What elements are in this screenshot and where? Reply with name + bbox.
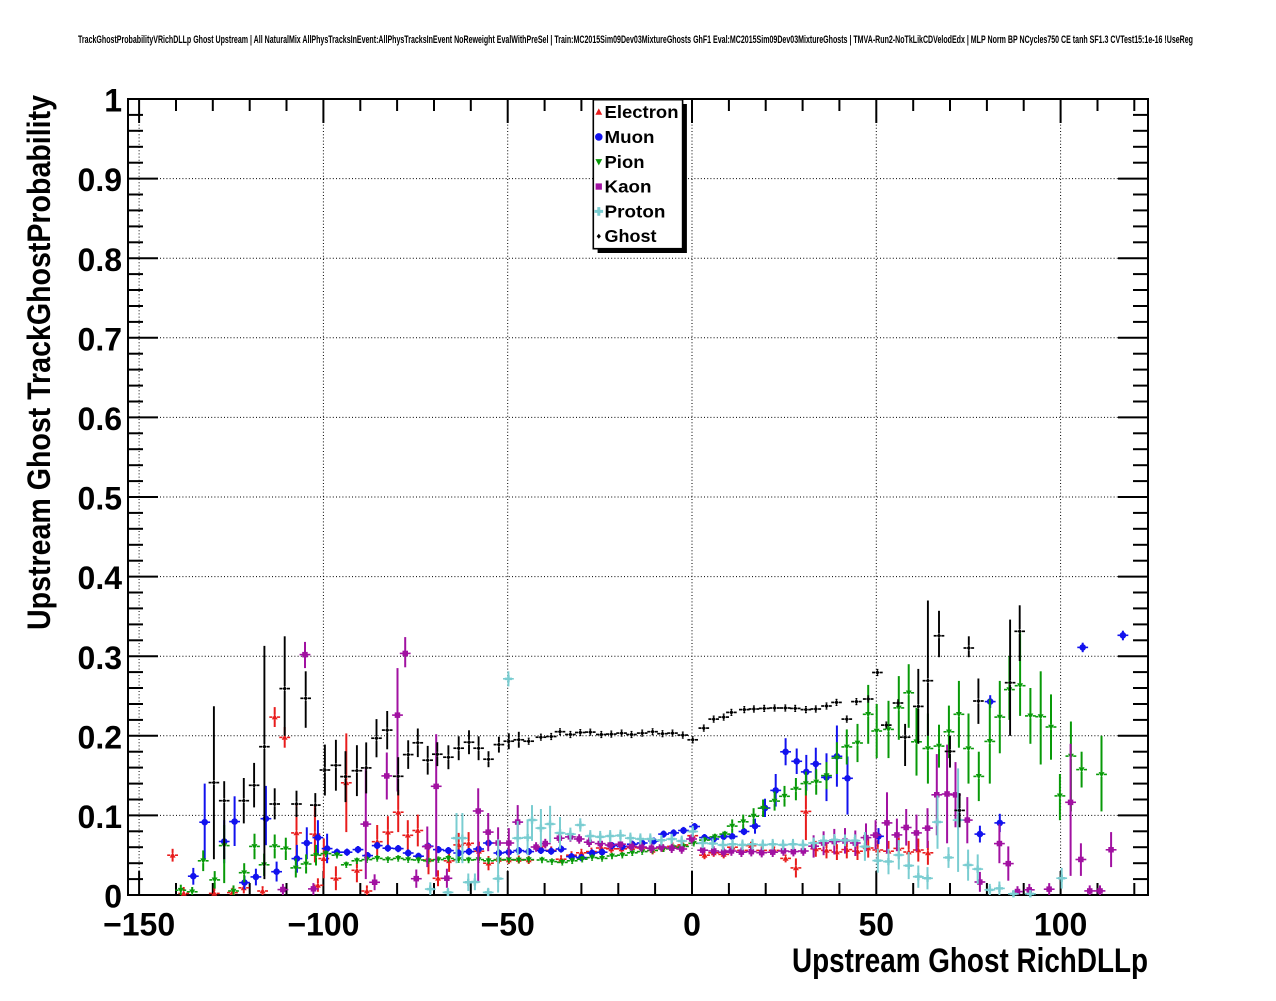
svg-text:0.4: 0.4 <box>78 560 123 596</box>
svg-text:TrackGhostProbabilityVRichDLLp: TrackGhostProbabilityVRichDLLp Ghost Ups… <box>78 34 1193 46</box>
svg-text:0.3: 0.3 <box>78 640 122 676</box>
svg-text:1: 1 <box>104 83 122 119</box>
svg-text:0.8: 0.8 <box>78 242 122 278</box>
svg-text:−50: −50 <box>481 907 535 943</box>
svg-text:0.1: 0.1 <box>78 799 122 835</box>
svg-text:Upstream Ghost RichDLLp: Upstream Ghost RichDLLp <box>792 942 1148 980</box>
svg-text:Proton: Proton <box>605 201 666 221</box>
svg-text:0: 0 <box>104 879 122 915</box>
svg-text:Electron: Electron <box>605 102 679 122</box>
svg-text:0.5: 0.5 <box>78 481 122 517</box>
svg-text:50: 50 <box>859 907 895 943</box>
svg-text:100: 100 <box>1034 907 1087 943</box>
svg-text:0: 0 <box>683 907 701 943</box>
svg-text:−100: −100 <box>287 907 359 943</box>
svg-text:Pion: Pion <box>605 152 645 172</box>
svg-text:Muon: Muon <box>605 127 655 147</box>
svg-text:Ghost: Ghost <box>605 226 657 246</box>
svg-text:0.7: 0.7 <box>78 321 122 357</box>
svg-text:0.2: 0.2 <box>78 719 122 755</box>
svg-text:0.9: 0.9 <box>78 162 122 198</box>
svg-text:Upstream Ghost TrackGhostProba: Upstream Ghost TrackGhostProbability <box>21 95 57 630</box>
svg-text:Kaon: Kaon <box>605 177 652 197</box>
svg-text:0.6: 0.6 <box>78 401 122 437</box>
svg-text:−150: −150 <box>103 907 175 943</box>
